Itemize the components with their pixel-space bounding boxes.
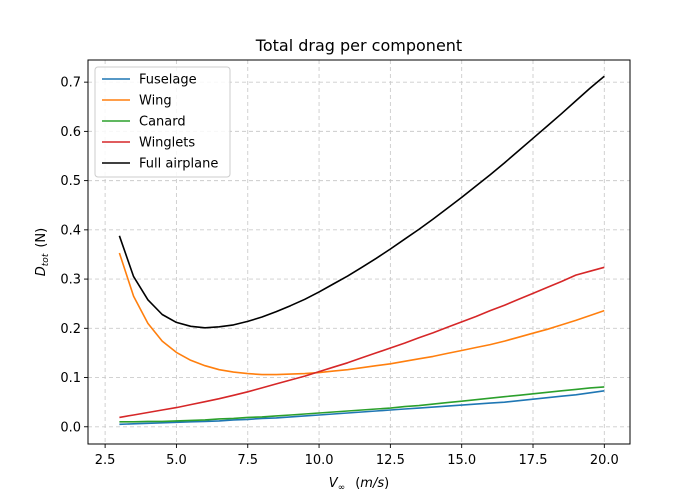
y-tick-label: 0.3 [60,273,81,288]
x-tick-label: 15.0 [447,453,476,468]
y-tick-label: 0.6 [60,125,81,140]
plot-frame [87,59,631,445]
y-tick-label: 0.4 [60,223,81,238]
x-axis-ticks: 2.5 5.0 7.5 10.0 12.5 15.0 17.5 20.0 [95,444,619,468]
series-line-full-airplane [118,75,605,329]
y-axis-label: Dtot(N) [34,228,51,276]
x-axis-label: V∞ (m/s) [329,476,389,493]
x-tick-label: 10.0 [305,453,334,468]
chart-title: Total drag per component [255,36,462,55]
legend-label-wing: Wing [139,94,172,109]
series-line-fuselage [119,390,605,426]
series-line-wing [118,252,605,376]
legend-label-full-airplane: Full airplane [139,157,218,172]
y-tick-label: 0.0 [60,420,81,435]
legend-box [94,66,231,178]
series-lines [118,75,605,426]
series-line-canard [119,386,605,423]
x-tick-label: 5.0 [166,453,187,468]
y-tick-label: 0.1 [60,371,81,386]
y-tick-label: 0.7 [60,76,81,91]
x-tick-label: 12.5 [376,453,405,468]
legend-label-fuselage: Fuselage [139,73,197,88]
legend-label-winglets: Winglets [139,136,195,151]
y-tick-label: 0.2 [60,322,81,337]
y-axis-ticks: 0.0 0.1 0.2 0.3 0.4 0.5 0.6 0.7 [60,76,88,435]
svg-text:V∞(m/s): V∞ (m/s) [329,476,389,493]
y-tick-label: 0.5 [60,174,81,189]
x-tick-label: 2.5 [95,453,116,468]
legend-label-canard: Canard [139,115,186,130]
x-tick-label: 17.5 [519,453,548,468]
x-tick-label: 7.5 [237,453,258,468]
x-tick-label: 20.0 [590,453,619,468]
legend: Fuselage Wing Canard Winglets Full airplane [94,66,231,178]
svg-text:Dtot(N): Dtot(N) [34,228,51,276]
grid [88,60,630,444]
series-line-winglets [119,266,605,419]
